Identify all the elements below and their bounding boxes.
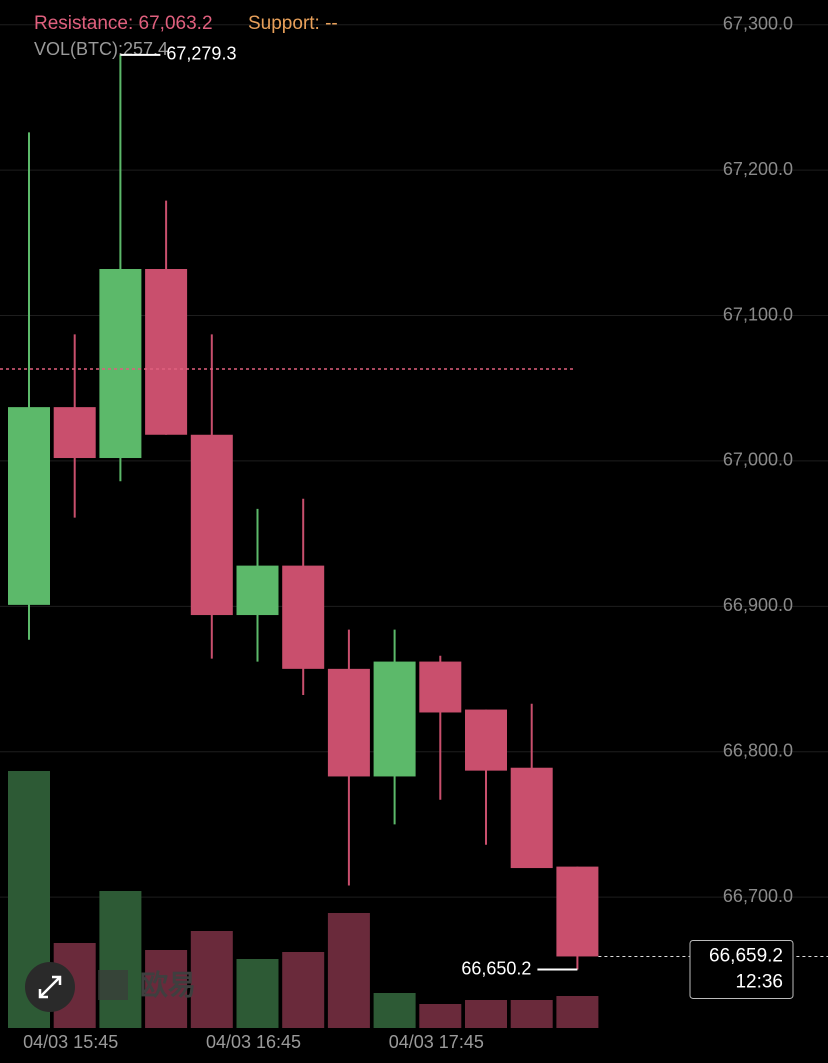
volume-bar	[190, 931, 233, 1028]
candle-body	[236, 565, 279, 616]
candle-body	[556, 866, 599, 957]
candle-body	[327, 668, 370, 777]
x-tick-label: 04/03 17:45	[389, 1032, 484, 1052]
volume-bar	[99, 891, 142, 1028]
volume-bar	[373, 993, 416, 1028]
candle-layer	[8, 54, 599, 970]
resistance-label: Resistance: 67,063.2	[34, 13, 213, 34]
volume-bar	[556, 996, 599, 1028]
x-tick-label: 04/03 16:45	[206, 1032, 301, 1052]
expand-button[interactable]	[25, 962, 75, 1012]
last-price-box	[689, 939, 794, 999]
support-label: Support: --	[248, 13, 338, 34]
candle-body	[99, 268, 142, 459]
volume-bar	[145, 950, 188, 1028]
countdown: 12:36	[735, 971, 783, 992]
watermark: 欧易	[140, 969, 196, 1000]
candle-body	[53, 407, 96, 459]
candle-body	[190, 434, 233, 616]
volume-bar	[236, 959, 279, 1028]
candle-body	[145, 268, 188, 435]
volume-bar	[282, 952, 325, 1028]
candle-body	[510, 767, 553, 869]
x-tick-label: 04/03 15:45	[23, 1032, 118, 1052]
last-price-label: 66,659.2	[709, 945, 783, 966]
volume-bar	[327, 913, 370, 1028]
candle-body	[8, 407, 50, 605]
y-tick-label: 67,000.0	[723, 450, 793, 470]
y-tick-label: 66,700.0	[723, 886, 793, 906]
candle-body	[282, 565, 325, 669]
candle-body	[373, 661, 416, 777]
high-label: 67,279.3	[166, 44, 236, 64]
volume-bar	[510, 1000, 553, 1028]
volume-bar	[419, 1004, 462, 1028]
y-tick-label: 67,100.0	[723, 304, 793, 324]
candle-body	[419, 661, 462, 713]
expand-icon	[38, 975, 62, 999]
y-tick-label: 66,900.0	[723, 595, 793, 615]
y-tick-label: 67,300.0	[723, 13, 793, 33]
watermark-logo	[98, 970, 128, 1000]
y-tick-label: 66,800.0	[723, 740, 793, 760]
y-tick-label: 67,200.0	[723, 159, 793, 179]
candle-body	[465, 709, 507, 771]
low-label: 66,650.2	[461, 958, 531, 978]
volume-label: VOL(BTC):257.4	[34, 39, 168, 59]
volume-bar	[465, 1000, 507, 1028]
